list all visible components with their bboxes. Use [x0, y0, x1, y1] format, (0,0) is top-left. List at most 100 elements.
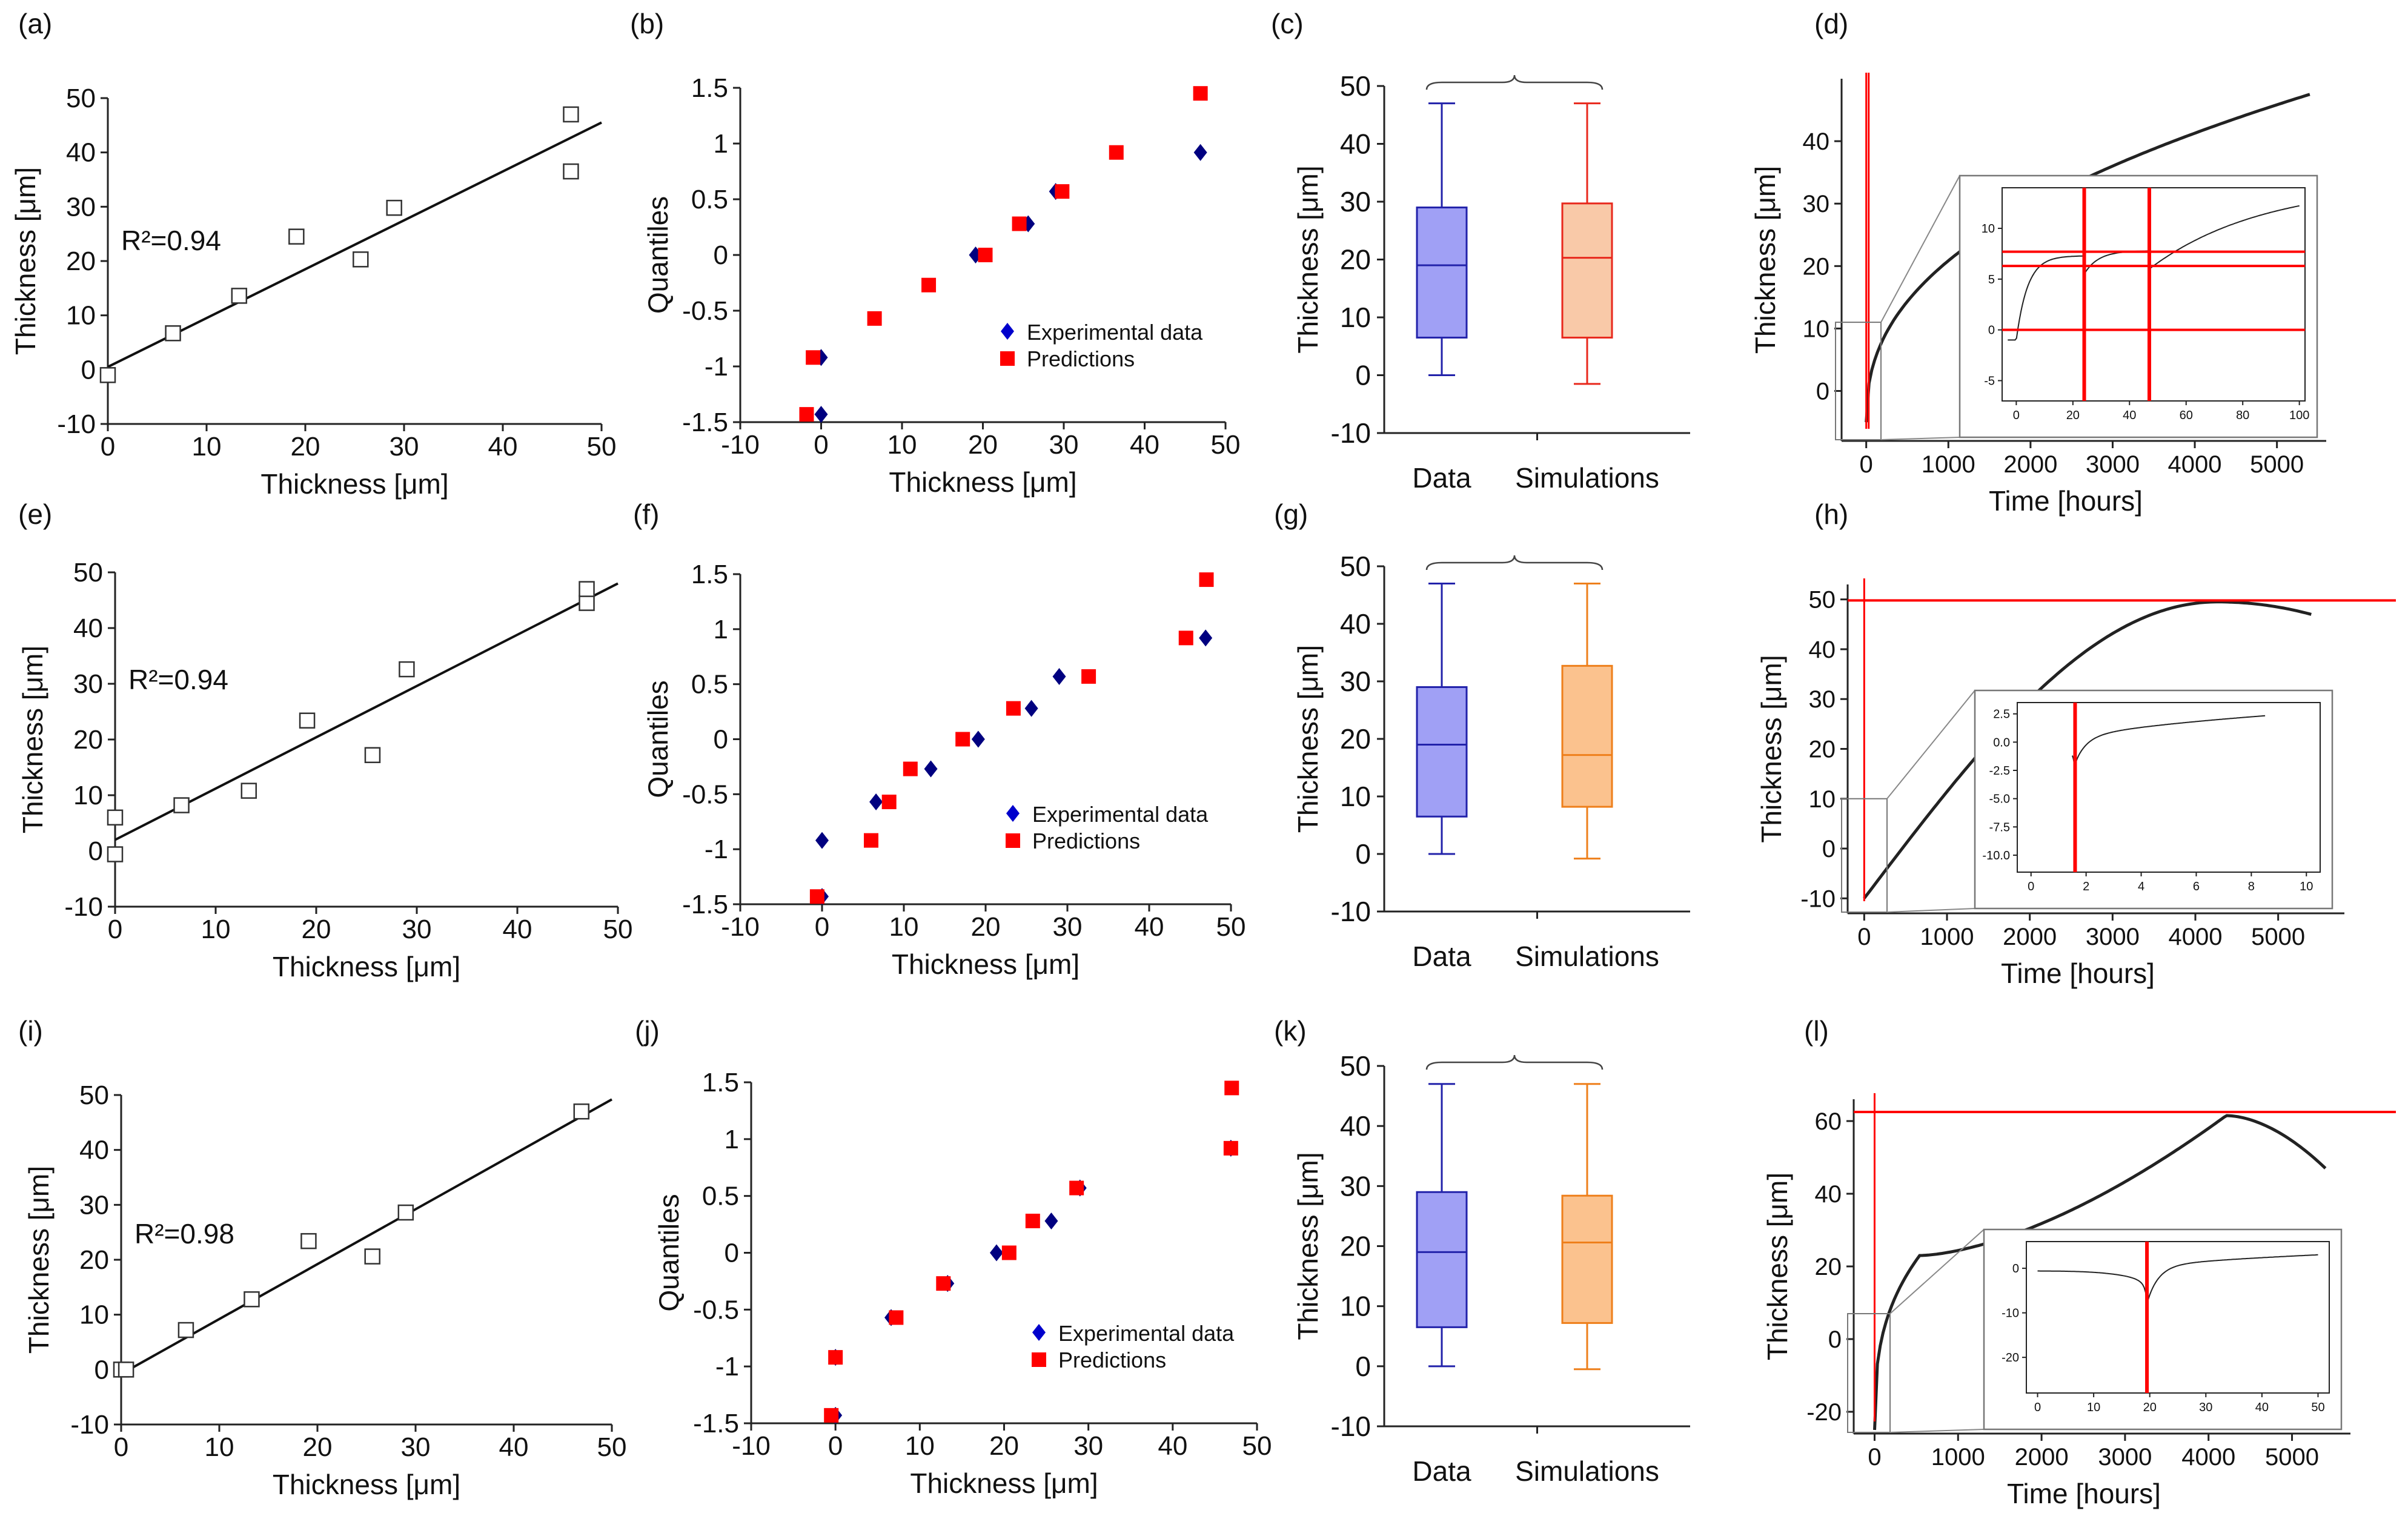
y-tick-label: 40 — [79, 1136, 109, 1165]
y-tick-label: 1.5 — [702, 1068, 739, 1097]
box-category-label: Data — [1412, 941, 1471, 972]
box-iqr — [1416, 207, 1468, 339]
data-point — [364, 1248, 380, 1265]
panel-b: (b) -10 0 10 20 30 40 50 -1.5 -1 -0.5 0 0.5 1 1.5 Thick… — [630, 8, 1240, 498]
y-tick-label: 40 — [1340, 1110, 1371, 1142]
panel-label: (i) — [18, 1015, 43, 1047]
inset-y-tick-label: 0.0 — [1993, 736, 2010, 749]
y-tick-label: 0.5 — [691, 670, 728, 700]
x-axis-label: Time [hours] — [2007, 1478, 2161, 1509]
y-tick-label: 0 — [1355, 1351, 1371, 1382]
y-tick-label: 20 — [1340, 723, 1371, 755]
comparison-brace — [1425, 555, 1604, 571]
zoom-connector — [1889, 1229, 1985, 1314]
y-tick-label: 30 — [73, 669, 103, 699]
box-category-label: Simulations — [1515, 1455, 1659, 1487]
y-tick-label: -0.5 — [682, 296, 728, 326]
y-axis-label: Quantiles — [642, 680, 674, 798]
x-axis-label: Thickness [μm] — [910, 1467, 1098, 1499]
y-tick-label: -0.5 — [693, 1295, 739, 1325]
inset-x-tick-label: 60 — [2180, 409, 2193, 422]
y-tick-label: 30 — [1340, 186, 1371, 217]
legend-marker-experimental — [1001, 323, 1014, 340]
experimental-point — [869, 793, 883, 811]
data-point — [231, 288, 248, 304]
prediction-point — [799, 407, 814, 422]
y-tick-label: 60 — [1815, 1108, 1842, 1135]
inset-y-tick-label: -7.5 — [1989, 821, 2010, 834]
zoom-region — [1841, 798, 1888, 913]
experimental-point — [1024, 700, 1038, 717]
y-tick-label: 1.5 — [691, 73, 728, 103]
panel-label: (g) — [1274, 498, 1308, 530]
x-tick-label: 40 — [1158, 1431, 1187, 1461]
x-tick-label: 0 — [101, 432, 115, 462]
prediction-point — [921, 277, 937, 293]
x-tick-label: 5000 — [2265, 1444, 2319, 1471]
y-tick-label: 40 — [1340, 608, 1371, 640]
x-tick-label: 5000 — [2250, 451, 2304, 478]
comparison-brace — [1425, 74, 1604, 90]
x-tick-label: 40 — [488, 432, 518, 462]
box-iqr — [1561, 202, 1613, 339]
experimental-point — [989, 1244, 1003, 1262]
experimental-point — [814, 406, 828, 423]
y-tick-label: 40 — [1340, 128, 1371, 160]
y-tick-label: 50 — [66, 84, 96, 113]
x-tick-label: -10 — [721, 912, 760, 942]
panel-g: (g) -10 0 10 20 30 40 50 Thickness [μm] Data Simul… — [1274, 498, 1690, 972]
x-tick-label: 20 — [302, 915, 331, 944]
x-tick-label: 30 — [402, 915, 432, 944]
x-tick-label: 30 — [390, 432, 419, 462]
data-point — [364, 747, 381, 764]
x-tick-label: 50 — [597, 1432, 627, 1462]
y-tick-label: 1 — [714, 615, 728, 644]
x-tick-label: 2000 — [2015, 1444, 2069, 1471]
x-tick-label: 10 — [887, 430, 917, 460]
prediction-point — [1109, 145, 1124, 160]
y-tick-label: 40 — [73, 614, 103, 643]
y-tick-label: -0.5 — [682, 779, 728, 809]
inset-x-tick-label: 30 — [2199, 1401, 2212, 1414]
inset-curve — [2037, 1254, 2318, 1305]
legend-label-experimental: Experimental data — [1027, 320, 1203, 345]
panel-label: (a) — [18, 8, 52, 39]
data-point — [563, 163, 579, 180]
x-axis-label: Thickness [μm] — [273, 951, 460, 982]
y-tick-label: 10 — [73, 781, 103, 810]
y-tick-label: 10 — [1803, 316, 1830, 342]
zoom-connector — [1880, 175, 1960, 323]
data-point — [165, 325, 181, 342]
y-tick-label: 40 — [1803, 128, 1830, 155]
x-tick-label: 30 — [1053, 912, 1083, 942]
inset-frame — [1959, 174, 2318, 438]
legend-marker-predictions — [1006, 833, 1020, 848]
y-tick-label: -1.5 — [682, 408, 728, 437]
zoom-connector — [1880, 437, 1960, 440]
data-point — [397, 1204, 414, 1221]
inset-x-tick-label: 6 — [2193, 880, 2200, 893]
inset-y-tick-label: 5 — [1988, 273, 1995, 286]
y-axis-label: Thickness [μm] — [17, 646, 48, 833]
inset-y-tick-label: -5.0 — [1989, 793, 2010, 806]
x-tick-label: 0 — [828, 1431, 843, 1461]
y-tick-label: 0 — [714, 240, 728, 270]
x-tick-label: 1000 — [1920, 924, 1974, 950]
inset-y-tick-label: 0 — [1988, 324, 1995, 337]
y-tick-label: 20 — [1809, 736, 1836, 763]
x-tick-label: 0 — [814, 430, 828, 460]
prediction-point — [1012, 216, 1027, 231]
panel-label: (j) — [635, 1015, 660, 1047]
legend-label-experimental: Experimental data — [1032, 802, 1209, 827]
y-tick-label: -10 — [1331, 417, 1371, 449]
regression-line — [107, 121, 602, 368]
legend-label-experimental: Experimental data — [1058, 1321, 1235, 1346]
panel-label: (f) — [633, 498, 659, 530]
experimental-point — [924, 760, 938, 778]
y-tick-label: -1.5 — [693, 1409, 739, 1438]
y-tick-label: 30 — [1809, 686, 1836, 713]
x-tick-label: 5000 — [2251, 924, 2305, 950]
box-category-label: Simulations — [1515, 941, 1659, 972]
